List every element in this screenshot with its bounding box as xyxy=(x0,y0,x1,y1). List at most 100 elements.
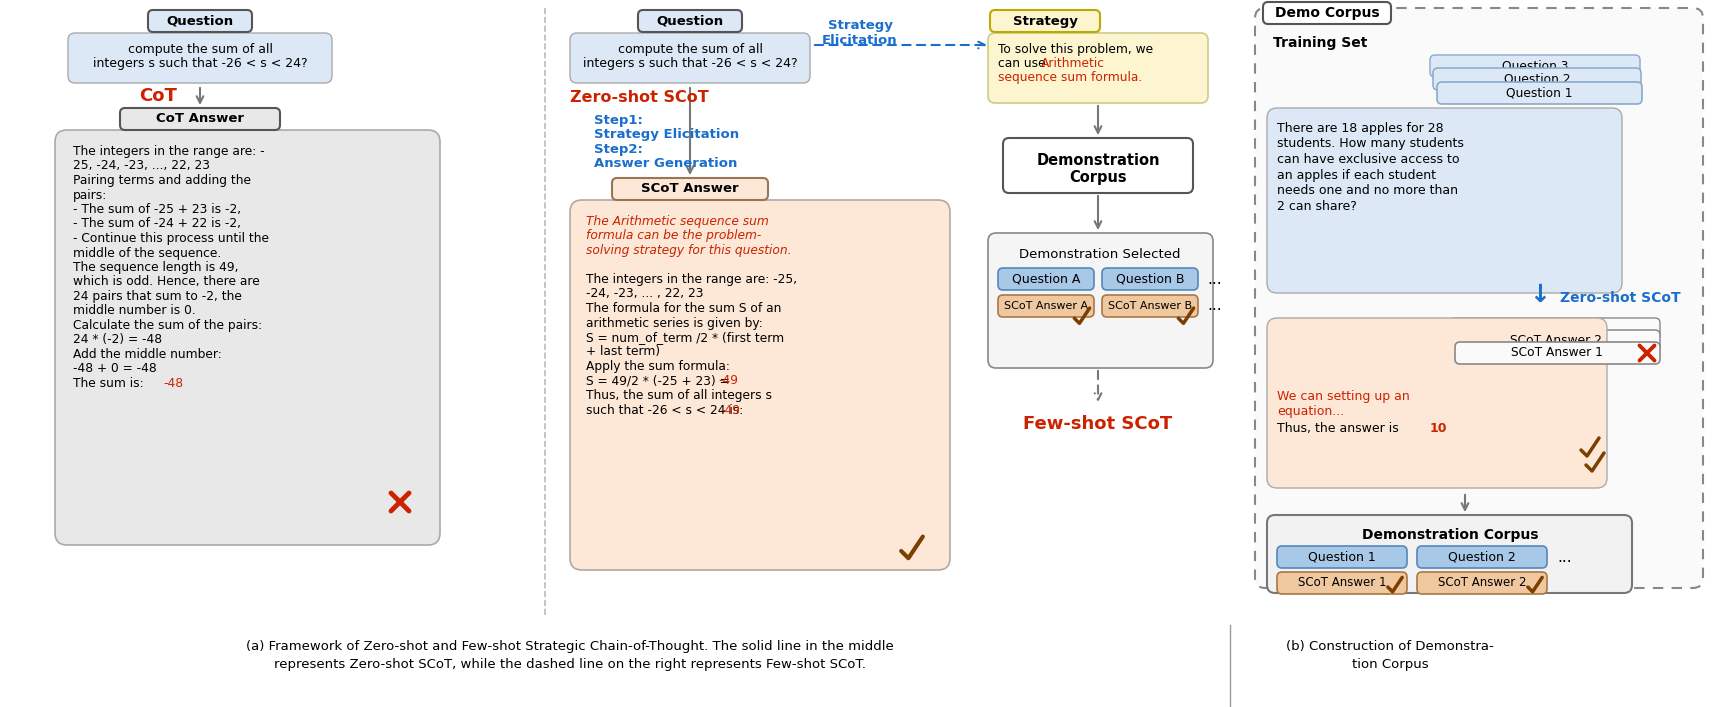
Text: (a) Framework of Zero-shot and Few-shot Strategic Chain-of-Thought. The solid li: (a) Framework of Zero-shot and Few-shot … xyxy=(245,640,894,671)
FancyBboxPatch shape xyxy=(1452,330,1659,352)
Text: Elicitation: Elicitation xyxy=(822,33,897,47)
Text: formula can be the problem-: formula can be the problem- xyxy=(585,230,762,243)
Text: Training Set: Training Set xyxy=(1273,36,1368,50)
Text: Zero-shot SCoT: Zero-shot SCoT xyxy=(570,90,709,105)
Text: Question 1: Question 1 xyxy=(1308,551,1376,563)
FancyBboxPatch shape xyxy=(148,10,252,32)
Text: equation...: equation... xyxy=(1277,405,1344,418)
FancyBboxPatch shape xyxy=(120,108,280,130)
FancyBboxPatch shape xyxy=(988,33,1208,103)
Text: The integers in the range are: -: The integers in the range are: - xyxy=(74,145,264,158)
Text: Question 1: Question 1 xyxy=(1505,86,1572,100)
Text: Few-shot SCoT: Few-shot SCoT xyxy=(1023,415,1172,433)
Text: + last term): + last term) xyxy=(585,346,661,358)
Text: Question 2: Question 2 xyxy=(1503,73,1570,86)
Text: Zero-shot SCoT: Zero-shot SCoT xyxy=(1560,291,1680,305)
FancyBboxPatch shape xyxy=(999,268,1095,290)
Text: Step2:: Step2: xyxy=(594,143,644,156)
FancyBboxPatch shape xyxy=(55,130,439,545)
Text: - Continue this process until the: - Continue this process until the xyxy=(74,232,269,245)
Text: sequence sum formula.: sequence sum formula. xyxy=(999,71,1143,84)
FancyBboxPatch shape xyxy=(1266,108,1622,293)
Text: SCoT Answer A: SCoT Answer A xyxy=(1004,301,1088,311)
Text: -48 + 0 = -48: -48 + 0 = -48 xyxy=(74,363,156,375)
Text: ...: ... xyxy=(1206,271,1222,286)
FancyBboxPatch shape xyxy=(613,178,769,200)
Text: an apples if each student: an apples if each student xyxy=(1277,168,1436,182)
Text: Strategy: Strategy xyxy=(827,20,892,33)
Text: Apply the sum formula:: Apply the sum formula: xyxy=(585,360,729,373)
FancyBboxPatch shape xyxy=(570,33,810,83)
Text: Corpus: Corpus xyxy=(1069,170,1127,185)
Text: Question 2: Question 2 xyxy=(1448,551,1515,563)
Text: Arithmetic: Arithmetic xyxy=(1042,57,1105,70)
Text: 24 * (-2) = -48: 24 * (-2) = -48 xyxy=(74,334,161,346)
Text: To solve this problem, we: To solve this problem, we xyxy=(999,43,1153,56)
Text: Question B: Question B xyxy=(1115,272,1184,286)
Text: 24 pairs that sum to -2, the: 24 pairs that sum to -2, the xyxy=(74,290,242,303)
Text: -49: -49 xyxy=(721,404,740,416)
Text: Question 3: Question 3 xyxy=(1502,59,1568,73)
Text: 25, -24, -23, ..., 22, 23: 25, -24, -23, ..., 22, 23 xyxy=(74,160,209,173)
FancyBboxPatch shape xyxy=(1433,68,1640,90)
Text: such that -26 < s < 24 is:: such that -26 < s < 24 is: xyxy=(585,404,752,416)
Text: students. How many students: students. How many students xyxy=(1277,137,1464,151)
Text: The integers in the range are: -25,: The integers in the range are: -25, xyxy=(585,273,798,286)
Text: SCoT Answer B: SCoT Answer B xyxy=(1109,301,1193,311)
FancyBboxPatch shape xyxy=(570,200,951,570)
FancyBboxPatch shape xyxy=(1277,572,1407,594)
Text: The sum is:: The sum is: xyxy=(74,377,148,390)
Text: Thus, the sum of all integers s: Thus, the sum of all integers s xyxy=(585,389,772,402)
FancyBboxPatch shape xyxy=(1002,138,1193,193)
Text: S = num_of_term /2 * (first term: S = num_of_term /2 * (first term xyxy=(585,331,784,344)
Text: SCoT Answer 3: SCoT Answer 3 xyxy=(1508,322,1601,336)
Text: SCoT Answer 1: SCoT Answer 1 xyxy=(1297,576,1387,590)
Text: Demonstration: Demonstration xyxy=(1036,153,1160,168)
FancyBboxPatch shape xyxy=(1455,342,1659,364)
Text: integers s such that -26 < s < 24?: integers s such that -26 < s < 24? xyxy=(93,57,307,70)
FancyBboxPatch shape xyxy=(1429,55,1640,77)
Text: Thus, the answer is: Thus, the answer is xyxy=(1277,422,1402,435)
Text: compute the sum of all: compute the sum of all xyxy=(618,43,762,56)
FancyBboxPatch shape xyxy=(988,233,1213,368)
Text: 10: 10 xyxy=(1429,422,1448,435)
FancyBboxPatch shape xyxy=(1263,2,1392,24)
Text: -24, -23, ... , 22, 23: -24, -23, ... , 22, 23 xyxy=(585,288,704,300)
Text: S = 49/2 * (-25 + 23) =: S = 49/2 * (-25 + 23) = xyxy=(585,375,734,387)
Text: Demonstration Selected: Demonstration Selected xyxy=(1019,248,1181,261)
Text: pairs:: pairs: xyxy=(74,189,106,201)
Text: Step1:: Step1: xyxy=(594,114,644,127)
FancyBboxPatch shape xyxy=(1266,318,1606,488)
Text: can have exclusive access to: can have exclusive access to xyxy=(1277,153,1460,166)
FancyBboxPatch shape xyxy=(1270,321,1603,484)
Text: The sequence length is 49,: The sequence length is 49, xyxy=(74,261,239,274)
Text: middle number is 0.: middle number is 0. xyxy=(74,305,196,317)
Text: SCoT Answer 2: SCoT Answer 2 xyxy=(1438,576,1526,590)
Text: middle of the sequence.: middle of the sequence. xyxy=(74,247,221,259)
FancyBboxPatch shape xyxy=(1270,111,1618,288)
Text: arithmetic series is given by:: arithmetic series is given by: xyxy=(585,317,762,329)
Text: 2 can share?: 2 can share? xyxy=(1277,199,1357,213)
Text: Strategy: Strategy xyxy=(1012,15,1078,28)
FancyBboxPatch shape xyxy=(1254,8,1702,588)
Text: Question A: Question A xyxy=(1012,272,1079,286)
FancyBboxPatch shape xyxy=(638,10,741,32)
Text: ...: ... xyxy=(1206,298,1222,313)
Text: Calculate the sum of the pairs:: Calculate the sum of the pairs: xyxy=(74,319,263,332)
FancyBboxPatch shape xyxy=(990,10,1100,32)
Text: We can setting up an: We can setting up an xyxy=(1277,390,1411,403)
Text: -49: -49 xyxy=(717,375,738,387)
Text: can use: can use xyxy=(999,57,1050,70)
Text: Demo Corpus: Demo Corpus xyxy=(1275,6,1380,20)
Text: SCoT Answer 2: SCoT Answer 2 xyxy=(1510,334,1603,348)
Text: ↓: ↓ xyxy=(1529,283,1551,307)
Text: Pairing terms and adding the: Pairing terms and adding the xyxy=(74,174,251,187)
FancyBboxPatch shape xyxy=(1436,82,1642,104)
FancyBboxPatch shape xyxy=(1417,572,1548,594)
Text: Strategy Elicitation: Strategy Elicitation xyxy=(594,128,740,141)
FancyBboxPatch shape xyxy=(1417,546,1548,568)
Text: - The sum of -25 + 23 is -2,: - The sum of -25 + 23 is -2, xyxy=(74,203,242,216)
Text: Question: Question xyxy=(166,15,233,28)
Text: compute the sum of all: compute the sum of all xyxy=(127,43,273,56)
Text: The Arithmetic sequence sum: The Arithmetic sequence sum xyxy=(585,215,769,228)
